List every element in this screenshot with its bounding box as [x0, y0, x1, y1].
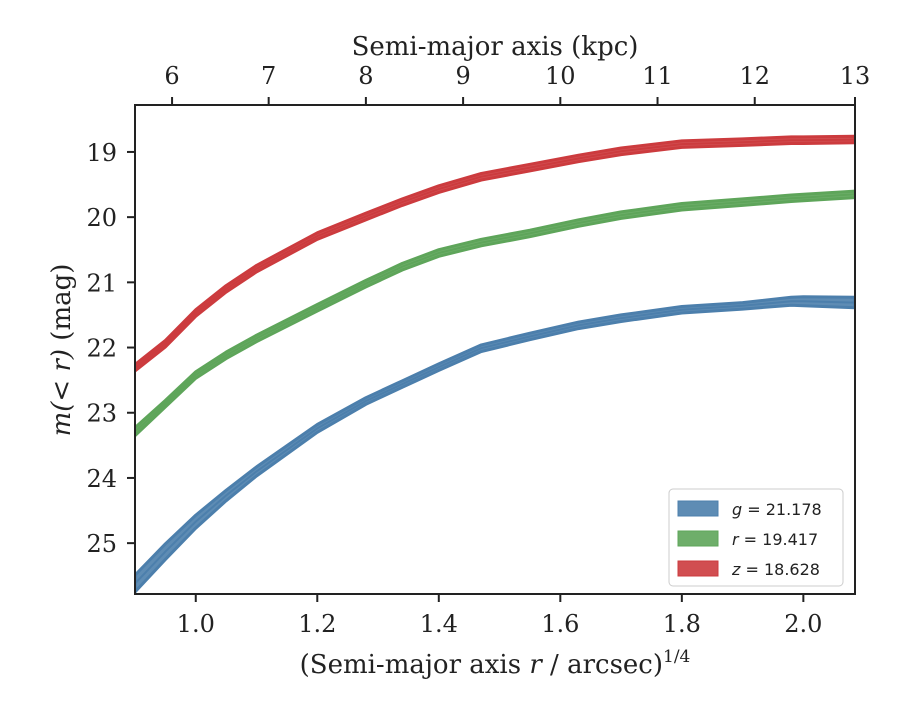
- y-tick-label: 20: [86, 204, 117, 232]
- left-y-axis: 19 20 21 22 23 24 25: [86, 139, 135, 558]
- series-layer: [135, 134, 855, 594]
- x-axis-title: (Semi-major axis r / arcsec)1/4: [300, 647, 691, 680]
- series-band-2: [135, 134, 855, 373]
- y-tick-label: 21: [86, 269, 117, 297]
- x-tick-label: 1.6: [541, 610, 579, 638]
- legend-label: g = 21.178: [732, 500, 822, 519]
- x-tick-label: 2.0: [784, 610, 822, 638]
- y-tick-label: 23: [86, 400, 117, 428]
- series-band-0: [135, 295, 855, 594]
- plot-frame: [134, 104, 856, 595]
- series-band-1: [135, 189, 855, 438]
- series-line-2: [135, 138, 855, 369]
- top-tick-label: 6: [164, 62, 179, 90]
- series-line-0: [135, 300, 855, 585]
- y-axis-title: m(< r) (mag): [47, 264, 77, 437]
- legend-swatch: [677, 560, 719, 577]
- y-tick-label: 19: [86, 139, 117, 167]
- top-tick-label: 10: [545, 62, 576, 90]
- top-tick-label: 12: [739, 62, 770, 90]
- legend-swatch: [677, 530, 719, 547]
- series-line-1: [135, 193, 855, 433]
- x-tick-label: 1.2: [298, 610, 336, 638]
- legend: g = 21.178 r = 19.417 z = 18.628: [668, 488, 844, 587]
- top-tick-label: 8: [358, 62, 373, 90]
- bottom-x-axis: 1.0 1.2 1.4 1.6 1.8 2.0: [177, 594, 822, 638]
- legend-label: r = 19.417: [732, 530, 818, 549]
- top-axis-title: Semi-major axis (kpc): [352, 32, 639, 62]
- x-tick-label: 1.8: [663, 610, 701, 638]
- top-tick-label: 9: [455, 62, 470, 90]
- y-tick-label: 22: [86, 335, 117, 363]
- x-tick-label: 1.0: [177, 610, 215, 638]
- legend-swatch: [677, 500, 719, 517]
- top-x-axis: 6 7 8 9 10 11 12 13: [164, 62, 870, 105]
- y-tick-label: 25: [86, 530, 117, 558]
- legend-label: z = 18.628: [731, 560, 820, 579]
- y-tick-label: 24: [86, 465, 117, 493]
- x-tick-label: 1.4: [420, 610, 458, 638]
- top-tick-label: 13: [840, 62, 871, 90]
- top-tick-label: 7: [261, 62, 276, 90]
- top-tick-label: 11: [642, 62, 673, 90]
